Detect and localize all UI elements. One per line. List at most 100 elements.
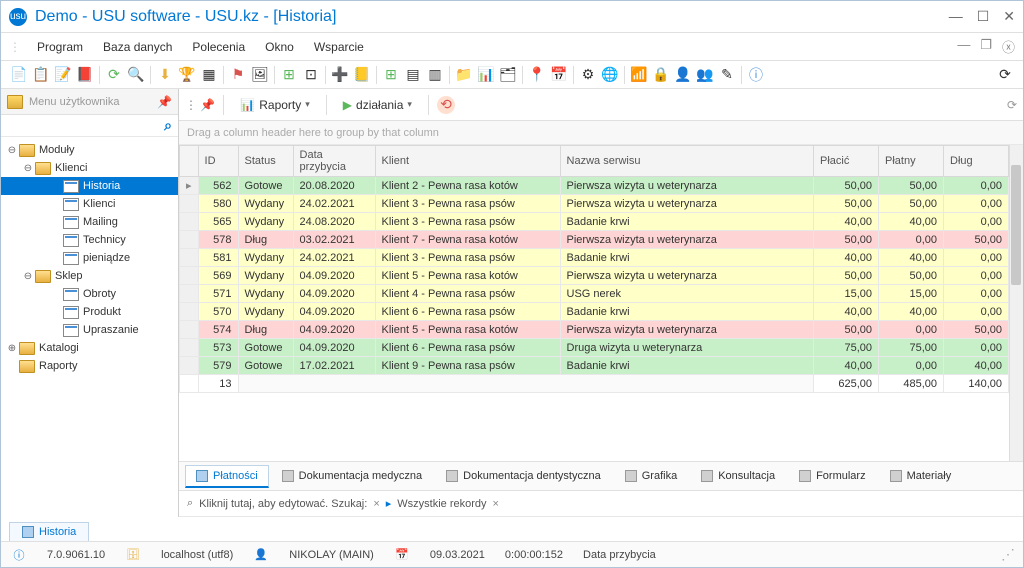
tab-dokumentacja-dentystyczna[interactable]: Dokumentacja dentystyczna bbox=[435, 465, 612, 487]
tree-expander-icon[interactable]: ⊕ bbox=[5, 343, 19, 354]
table-row[interactable]: 565Wydany24.08.2020Klient 3 - Pewna rasa… bbox=[180, 213, 1009, 231]
table-row[interactable]: 581Wydany24.02.2021Klient 3 - Pewna rasa… bbox=[180, 249, 1009, 267]
mdi-close-button[interactable]: ⓧ bbox=[1002, 37, 1015, 56]
toolbar-icon-9[interactable]: ▥ bbox=[425, 65, 445, 85]
search-icon[interactable]: 🔍 bbox=[126, 65, 146, 85]
table-row[interactable]: 569Wydany04.09.2020Klient 5 - Pewna rasa… bbox=[180, 267, 1009, 285]
vertical-scrollbar[interactable] bbox=[1009, 145, 1023, 461]
filter-search-icon[interactable]: ⌕ bbox=[187, 497, 193, 510]
users-icon[interactable]: 👥 bbox=[695, 65, 715, 85]
tree-item-mailing[interactable]: Mailing bbox=[1, 213, 178, 231]
col-pay[interactable]: Płacić bbox=[814, 146, 879, 177]
scrollbar-thumb[interactable] bbox=[1011, 165, 1021, 285]
gear-icon[interactable]: ⚙ bbox=[578, 65, 598, 85]
filter-scope-clear-icon[interactable]: × bbox=[493, 498, 499, 510]
filter-scope[interactable]: Wszystkie rekordy bbox=[397, 498, 486, 510]
toolbar-icon-8[interactable]: ▤ bbox=[403, 65, 423, 85]
toolbar-icon-3[interactable]: 📝 bbox=[53, 65, 73, 85]
document-tab-historia[interactable]: Historia bbox=[9, 522, 89, 541]
table-row[interactable]: 579Gotowe17.02.2021Klient 9 - Pewna rasa… bbox=[180, 357, 1009, 375]
toolbar-icon-2[interactable]: 📋 bbox=[31, 65, 51, 85]
toolbar-right-icon[interactable]: ⟳ bbox=[995, 65, 1015, 85]
user-icon[interactable]: 👤 bbox=[673, 65, 693, 85]
toolbar-icon-7[interactable]: ⊡ bbox=[301, 65, 321, 85]
tab-dokumentacja-medyczna[interactable]: Dokumentacja medyczna bbox=[271, 465, 434, 487]
tab-grafika[interactable]: Grafika bbox=[614, 465, 688, 487]
col-id[interactable]: ID bbox=[198, 146, 238, 177]
table-row[interactable]: ▸562Gotowe20.08.2020Klient 2 - Pewna ras… bbox=[180, 177, 1009, 195]
toolbar-icon-6[interactable]: ⊞ bbox=[279, 65, 299, 85]
tree-item-upraszanie[interactable]: Upraszanie bbox=[1, 321, 178, 339]
col-debt[interactable]: Dług bbox=[944, 146, 1009, 177]
mdi-restore-button[interactable]: ❐ bbox=[980, 37, 992, 56]
col-status[interactable]: Status bbox=[238, 146, 293, 177]
tab-płatności[interactable]: Płatności bbox=[185, 465, 269, 488]
tree-expander-icon[interactable]: ⊖ bbox=[21, 163, 35, 174]
tree-item-raporty[interactable]: Raporty bbox=[1, 357, 178, 375]
filter-icon[interactable]: ⬇ bbox=[155, 65, 175, 85]
toolbar-icon-10[interactable]: 📊 bbox=[476, 65, 496, 85]
flag-icon[interactable]: ⚑ bbox=[228, 65, 248, 85]
add-icon[interactable]: ➕ bbox=[330, 65, 350, 85]
tree-item-katalogi[interactable]: ⊕Katalogi bbox=[1, 339, 178, 357]
sidebar-search-icon[interactable]: ⌕ bbox=[164, 117, 172, 134]
tab-materiały[interactable]: Materiały bbox=[879, 465, 963, 487]
col-service[interactable]: Nazwa serwisu bbox=[560, 146, 813, 177]
folder-icon[interactable]: 📁 bbox=[454, 65, 474, 85]
col-client[interactable]: Klient bbox=[375, 146, 560, 177]
toolbar-icon-5[interactable]: ▦ bbox=[199, 65, 219, 85]
trophy-icon[interactable]: 🏆 bbox=[177, 65, 197, 85]
table-row[interactable]: 573Gotowe04.09.2020Klient 6 - Pewna rasa… bbox=[180, 339, 1009, 357]
tree-item-technicy[interactable]: Technicy bbox=[1, 231, 178, 249]
table-row[interactable]: 574Dług04.09.2020Klient 5 - Pewna rasa k… bbox=[180, 321, 1009, 339]
dzialania-button[interactable]: ▶ działania ▾ bbox=[335, 95, 420, 115]
toolbar-icon-1[interactable]: 📄 bbox=[9, 65, 29, 85]
excel-icon[interactable]: ⊞ bbox=[381, 65, 401, 85]
col-date[interactable]: Data przybycia bbox=[293, 146, 375, 177]
toolbar-icon-4[interactable]: 📕 bbox=[75, 65, 95, 85]
close-button[interactable]: ✕ bbox=[1003, 8, 1015, 25]
table-row[interactable]: 578Dług03.02.2021Klient 7 - Pewna rasa k… bbox=[180, 231, 1009, 249]
minimize-button[interactable]: — bbox=[949, 8, 963, 25]
tree-expander-icon[interactable]: ⊖ bbox=[21, 271, 35, 282]
image-icon[interactable]: 🖼 bbox=[250, 65, 270, 85]
tree-item-obroty[interactable]: Obroty bbox=[1, 285, 178, 303]
mdi-minimize-button[interactable]: — bbox=[957, 37, 970, 56]
tree-item-klienci[interactable]: Klienci bbox=[1, 195, 178, 213]
table-row[interactable]: 580Wydany24.02.2021Klient 3 - Pewna rasa… bbox=[180, 195, 1009, 213]
content-toolbar-pin-icon[interactable]: ⋮ 📌 bbox=[185, 98, 215, 112]
note-icon[interactable]: 📒 bbox=[352, 65, 372, 85]
tree-item-klienci[interactable]: ⊖Klienci bbox=[1, 159, 178, 177]
tree-item-sklep[interactable]: ⊖Sklep bbox=[1, 267, 178, 285]
rss-icon[interactable]: 📶 bbox=[629, 65, 649, 85]
table-row[interactable]: 571Wydany04.09.2020Klient 4 - Pewna rasa… bbox=[180, 285, 1009, 303]
info-icon[interactable]: ⓘ bbox=[746, 65, 766, 85]
sidebar-pin-icon[interactable]: 📌 bbox=[157, 95, 172, 109]
calendar-icon[interactable]: 📅 bbox=[549, 65, 569, 85]
tree-expander-icon[interactable]: ⊖ bbox=[5, 145, 19, 156]
menu-polecenia[interactable]: Polecenia bbox=[184, 37, 253, 57]
menu-program[interactable]: Program bbox=[29, 37, 91, 57]
content-toolbar-right-icon[interactable]: ⟳ bbox=[1007, 98, 1017, 112]
maximize-button[interactable]: ☐ bbox=[977, 8, 990, 25]
tab-konsultacja[interactable]: Konsultacja bbox=[690, 465, 786, 487]
tree-item-historia[interactable]: Historia bbox=[1, 177, 178, 195]
filter-clear-icon[interactable]: × bbox=[373, 498, 379, 510]
menu-baza-danych[interactable]: Baza danych bbox=[95, 37, 180, 57]
table-row[interactable]: 570Wydany04.09.2020Klient 6 - Pewna rasa… bbox=[180, 303, 1009, 321]
refresh-icon[interactable]: ⟳ bbox=[104, 65, 124, 85]
toolbar-icon-11[interactable]: 🗂 bbox=[498, 65, 518, 85]
resize-grip-icon[interactable]: ⋰ bbox=[1001, 546, 1013, 563]
col-paid[interactable]: Płatny bbox=[879, 146, 944, 177]
group-by-bar[interactable]: Drag a column header here to group by th… bbox=[179, 121, 1023, 145]
menu-wsparcie[interactable]: Wsparcie bbox=[306, 37, 372, 57]
wand-icon[interactable]: ✎ bbox=[717, 65, 737, 85]
menu-okno[interactable]: Okno bbox=[257, 37, 302, 57]
tree-item-pieniądze[interactable]: pieniądze bbox=[1, 249, 178, 267]
tree-item-produkt[interactable]: Produkt bbox=[1, 303, 178, 321]
pin-icon[interactable]: 📍 bbox=[527, 65, 547, 85]
globe-icon[interactable]: 🌐 bbox=[600, 65, 620, 85]
stop-button[interactable]: ⟲ bbox=[437, 96, 455, 114]
tree-item-moduły[interactable]: ⊖Moduły bbox=[1, 141, 178, 159]
raporty-button[interactable]: 📊 Raporty ▾ bbox=[232, 95, 318, 115]
